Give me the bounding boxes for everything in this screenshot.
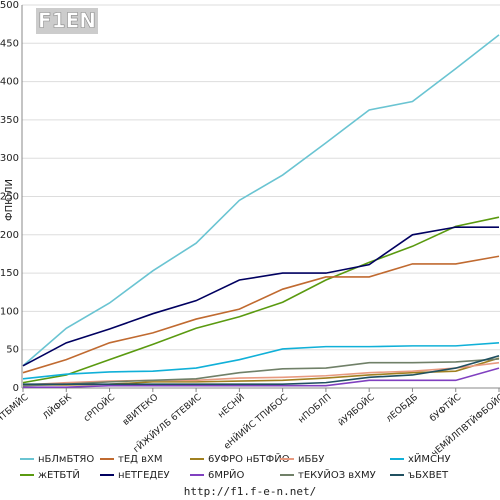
y-tick-label: 500: [0, 0, 19, 11]
y-tick-label: 200: [0, 230, 19, 241]
y-tick-label: 300: [0, 153, 19, 164]
y-axis-label: ФПЮЛИ: [4, 179, 15, 221]
y-tick-label: 250: [0, 192, 19, 203]
y-tick-label: 350: [0, 115, 19, 126]
series-line: [23, 355, 500, 385]
y-tick-label: 100: [0, 306, 19, 317]
series-line: [22, 342, 500, 380]
logo-text: F1EN: [38, 9, 96, 33]
y-tick-label: 150: [0, 268, 19, 279]
legend-label: ъБХВЕТ: [408, 470, 449, 481]
series-line: [22, 361, 500, 386]
legend-label: жЕТБТЙ: [38, 468, 80, 481]
legend-label: нБЛмБТЯО: [38, 454, 94, 465]
y-tick-label: 400: [0, 77, 19, 88]
series-line: [22, 216, 500, 384]
legend-label: хЙМСНУ: [408, 452, 451, 465]
series-line: [22, 255, 500, 374]
y-tick-label: 0: [13, 383, 19, 394]
legend-label: 6УФРО нБТФЙО: [208, 452, 290, 465]
legend-label: тЕКУЙОЗ вХМУ: [298, 468, 376, 481]
series-line: [22, 34, 500, 367]
logo-box: [36, 8, 98, 34]
series-line: [22, 358, 500, 387]
y-tick-label: 50: [6, 345, 19, 356]
legend-label: иББУ: [298, 454, 324, 465]
logo: F1EN: [36, 8, 98, 34]
y-tick-label: 450: [0, 38, 19, 49]
legend-label: 6МРЙО: [208, 468, 245, 481]
footer: http://f1.f-e-n.net/: [184, 485, 316, 498]
series-line: [22, 226, 499, 367]
legend-label: нЕТГЕДЕУ: [118, 470, 170, 481]
legend-label: тЕД вХМ: [118, 454, 163, 465]
series-line: [23, 367, 500, 389]
